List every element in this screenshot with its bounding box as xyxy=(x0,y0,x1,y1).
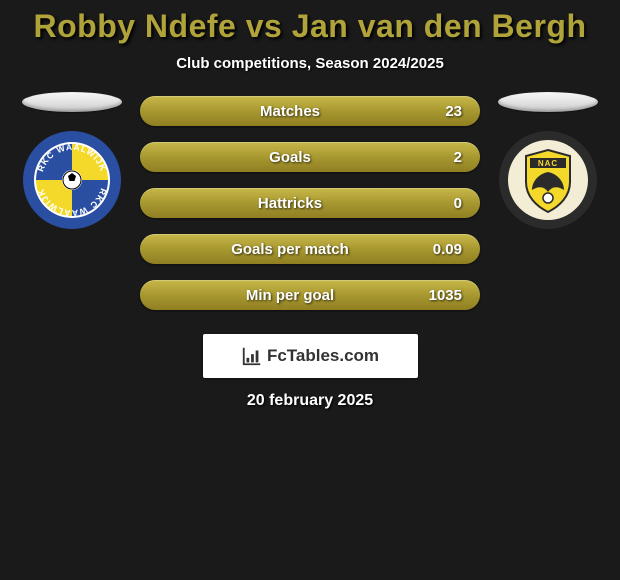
brand-box: FcTables.com xyxy=(203,334,418,378)
left-player-col: RKC WAALWIJK RKC WAALWIJK xyxy=(22,92,122,230)
stat-value: 2 xyxy=(422,149,462,166)
stat-bar: Hattricks 0 xyxy=(140,188,480,218)
nac-badge: NAC xyxy=(498,130,598,230)
stat-value: 0.09 xyxy=(422,241,462,258)
date-text: 20 february 2025 xyxy=(0,392,620,410)
stat-label: Hattricks xyxy=(158,195,422,212)
stat-label: Matches xyxy=(158,103,422,120)
stat-bar: Goals 2 xyxy=(140,142,480,172)
stat-label: Min per goal xyxy=(158,287,422,304)
club-badge-icon: RKC WAALWIJK RKC WAALWIJK xyxy=(22,130,122,230)
right-player-pill xyxy=(498,92,598,112)
stat-bars: Matches 23 Goals 2 Hattricks 0 Goals per… xyxy=(140,92,480,310)
chart-icon xyxy=(241,345,263,367)
stat-bar: Goals per match 0.09 xyxy=(140,234,480,264)
stat-value: 1035 xyxy=(422,287,462,304)
left-player-pill xyxy=(22,92,122,112)
stat-bar: Matches 23 xyxy=(140,96,480,126)
stat-value: 0 xyxy=(422,195,462,212)
stat-bar: Min per goal 1035 xyxy=(140,280,480,310)
page-title: Robby Ndefe vs Jan van den Bergh xyxy=(0,8,620,45)
infographic-root: Robby Ndefe vs Jan van den Bergh Club co… xyxy=(0,0,620,410)
svg-text:NAC: NAC xyxy=(538,159,558,168)
stat-value: 23 xyxy=(422,103,462,120)
subtitle: Club competitions, Season 2024/2025 xyxy=(0,55,620,72)
club-badge-icon: NAC xyxy=(498,130,598,230)
brand-text: FcTables.com xyxy=(267,346,379,366)
stat-label: Goals per match xyxy=(158,241,422,258)
right-player-col: NAC xyxy=(498,92,598,230)
stat-label: Goals xyxy=(158,149,422,166)
main-row: RKC WAALWIJK RKC WAALWIJK Matches 23 Goa… xyxy=(0,92,620,310)
rkc-waalwijk-badge: RKC WAALWIJK RKC WAALWIJK xyxy=(22,130,122,230)
